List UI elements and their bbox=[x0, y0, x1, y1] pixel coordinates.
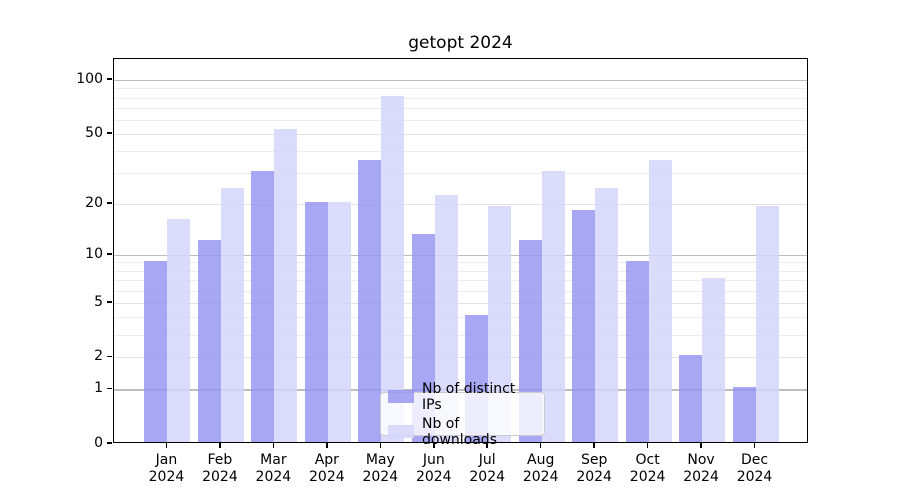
y-axis-tick-1 bbox=[107, 387, 112, 390]
gridline-y-80 bbox=[114, 97, 807, 99]
gridline-y-2 bbox=[114, 357, 807, 359]
legend-label-downloads: Nb of downloads bbox=[422, 415, 497, 448]
legend-swatch-downloads-icon bbox=[388, 425, 414, 438]
bar-nb-of-downloads-dec-2024 bbox=[755, 205, 779, 442]
bar-nb-of-downloads-nov-2024 bbox=[702, 278, 726, 442]
gridline-y-9 bbox=[114, 262, 807, 264]
bar-nb-of-downloads-aug-2024 bbox=[541, 171, 565, 442]
gridline-y-50 bbox=[114, 134, 807, 136]
bar-nb-of-distinct-ips-jun-2024 bbox=[411, 233, 435, 442]
y-axis-tick-label-0: 0 bbox=[94, 435, 103, 451]
x-axis-tick-label-may-2024: May 2024 bbox=[362, 452, 399, 485]
x-axis-tick-label-dec-2024: Dec 2024 bbox=[736, 452, 773, 485]
gridline-y-60 bbox=[114, 119, 807, 121]
y-axis-tick-2 bbox=[107, 355, 112, 358]
bar-nb-of-distinct-ips-aug-2024 bbox=[518, 239, 542, 442]
x-axis-tick-dec-2024 bbox=[753, 443, 756, 448]
gridline-y-40 bbox=[114, 151, 807, 153]
x-axis-tick-label-apr-2024: Apr 2024 bbox=[309, 452, 345, 485]
gridline-y-70 bbox=[114, 107, 807, 109]
bar-nb-of-downloads-mar-2024 bbox=[274, 129, 298, 442]
y-axis-tick-100 bbox=[107, 78, 112, 80]
x-axis-tick-aug-2024 bbox=[539, 443, 542, 448]
legend-item-downloads: Nb of downloads bbox=[388, 416, 537, 448]
bar-nb-of-downloads-feb-2024 bbox=[220, 188, 244, 442]
y-axis-tick-20 bbox=[107, 202, 112, 204]
y-axis-tick-label-5: 5 bbox=[94, 293, 103, 310]
bar-nb-of-distinct-ips-oct-2024 bbox=[625, 260, 649, 442]
gridline-y-20 bbox=[114, 204, 807, 206]
x-axis-tick-label-sep-2024: Sep 2024 bbox=[576, 452, 612, 485]
chart-title: getopt 2024 bbox=[408, 33, 513, 53]
x-axis-tick-feb-2024 bbox=[219, 443, 221, 448]
x-axis-tick-mar-2024 bbox=[272, 443, 275, 448]
x-axis-tick-label-jul-2024: Jul 2024 bbox=[469, 452, 506, 485]
bar-nb-of-distinct-ips-dec-2024 bbox=[732, 387, 756, 442]
bar-nb-of-downloads-jan-2024 bbox=[167, 218, 191, 442]
x-axis-tick-sep-2024 bbox=[593, 443, 595, 448]
y-axis-tick-label-50: 50 bbox=[85, 125, 103, 142]
legend-item-distinct-ips: Nb of distinct IPs bbox=[388, 381, 537, 413]
x-axis-tick-label-mar-2024: Mar 2024 bbox=[255, 452, 292, 485]
x-axis-tick-jan-2024 bbox=[165, 443, 168, 448]
x-axis-tick-jun-2024 bbox=[433, 443, 435, 448]
bar-nb-of-downloads-jul-2024 bbox=[488, 205, 512, 442]
x-axis-tick-label-oct-2024: Oct 2024 bbox=[629, 452, 666, 485]
y-axis-tick-label-2: 2 bbox=[94, 348, 103, 365]
x-axis-tick-oct-2024 bbox=[646, 443, 649, 448]
bar-nb-of-downloads-sep-2024 bbox=[595, 188, 619, 442]
y-axis-tick-label-10: 10 bbox=[85, 245, 103, 262]
y-axis-tick-50 bbox=[107, 132, 112, 134]
legend: Nb of distinct IPs Nb of downloads bbox=[380, 381, 545, 448]
bar-nb-of-distinct-ips-apr-2024 bbox=[304, 202, 328, 442]
bar-nb-of-distinct-ips-sep-2024 bbox=[572, 209, 596, 442]
x-axis-tick-nov-2024 bbox=[700, 443, 702, 448]
x-axis-tick-may-2024 bbox=[379, 443, 382, 448]
legend-swatch-distinct-ips-icon bbox=[388, 390, 414, 403]
gridline-y-10 bbox=[114, 254, 807, 257]
x-axis-tick-jul-2024 bbox=[486, 443, 488, 448]
bar-nb-of-distinct-ips-may-2024 bbox=[358, 159, 382, 442]
gridline-y-7 bbox=[114, 280, 807, 282]
bar-nb-of-downloads-jun-2024 bbox=[434, 194, 458, 442]
bar-nb-of-distinct-ips-nov-2024 bbox=[679, 355, 703, 442]
gridline-y-90 bbox=[114, 88, 807, 90]
gridline-y-5 bbox=[114, 302, 807, 304]
x-axis-tick-label-jan-2024: Jan 2024 bbox=[148, 452, 185, 485]
gridline-y-30 bbox=[114, 173, 807, 175]
gridline-y-6 bbox=[114, 290, 807, 292]
bar-nb-of-downloads-apr-2024 bbox=[327, 202, 351, 442]
gridline-y-3 bbox=[114, 334, 807, 336]
y-axis-tick-label-1: 1 bbox=[94, 380, 103, 397]
x-axis-tick-apr-2024 bbox=[326, 443, 328, 448]
x-axis-tick-label-aug-2024: Aug 2024 bbox=[522, 452, 559, 485]
bar-nb-of-downloads-may-2024 bbox=[381, 95, 405, 442]
x-axis-tick-label-jun-2024: Jun 2024 bbox=[415, 452, 452, 485]
gridline-y-1 bbox=[114, 389, 807, 391]
y-axis-tick-10 bbox=[107, 253, 112, 255]
bar-nb-of-distinct-ips-jan-2024 bbox=[144, 260, 168, 442]
x-axis-tick-label-feb-2024: Feb 2024 bbox=[202, 452, 238, 485]
y-axis-tick-label-100: 100 bbox=[76, 71, 103, 88]
gridline-y-100 bbox=[114, 80, 807, 82]
bar-nb-of-distinct-ips-mar-2024 bbox=[251, 171, 275, 442]
legend-label-distinct-ips: Nb of distinct IPs bbox=[422, 380, 516, 413]
bar-nb-of-distinct-ips-feb-2024 bbox=[197, 239, 221, 442]
plot-area bbox=[113, 58, 808, 443]
y-axis-tick-0 bbox=[107, 442, 112, 444]
gridline-y-8 bbox=[114, 270, 807, 272]
gridline-y-4 bbox=[114, 317, 807, 319]
bar-nb-of-downloads-oct-2024 bbox=[648, 159, 672, 442]
y-axis-tick-5 bbox=[107, 301, 112, 303]
x-axis-tick-label-nov-2024: Nov 2024 bbox=[683, 452, 719, 485]
y-axis-tick-label-20: 20 bbox=[85, 195, 103, 212]
